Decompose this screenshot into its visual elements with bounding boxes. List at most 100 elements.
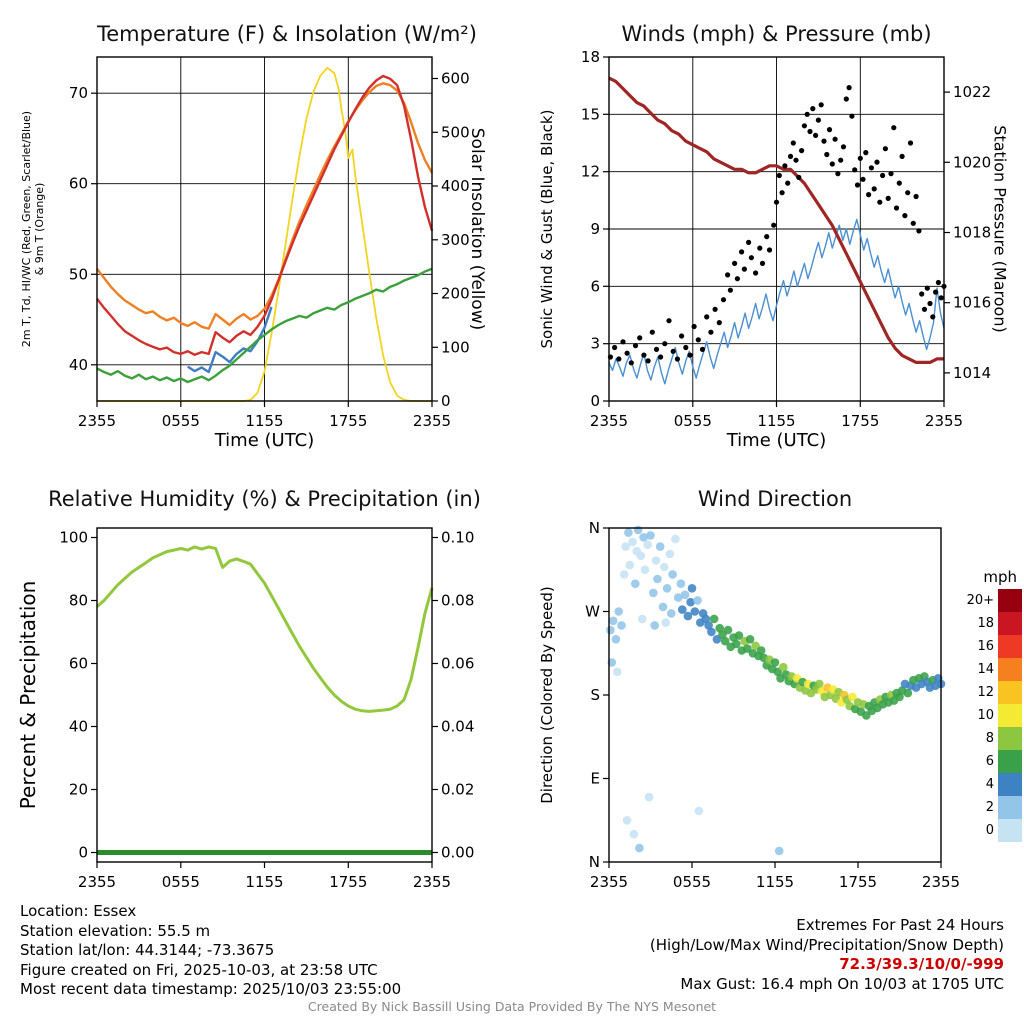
- legend-swatch: [998, 681, 1022, 704]
- legend-label: 12: [977, 685, 994, 700]
- svg-text:1755: 1755: [841, 412, 879, 430]
- svg-text:0.02: 0.02: [441, 781, 474, 799]
- svg-text:40: 40: [69, 718, 88, 736]
- svg-text:50: 50: [69, 265, 88, 283]
- legend-row: 10: [958, 704, 1022, 727]
- svg-text:S: S: [590, 686, 600, 704]
- max-gust-line: Max Gust: 16.4 mph On 10/03 at 1705 UTC: [680, 974, 1004, 993]
- svg-text:0.06: 0.06: [441, 655, 474, 673]
- legend-swatch: [998, 704, 1022, 727]
- elevation-line: Station elevation: 55.5 m: [20, 921, 211, 940]
- svg-text:1755: 1755: [839, 873, 877, 891]
- svg-text:20: 20: [69, 781, 88, 799]
- svg-text:2355: 2355: [590, 873, 628, 891]
- svg-text:2355: 2355: [413, 873, 451, 891]
- legend-label: 0: [985, 823, 994, 838]
- legend-swatch: [998, 658, 1022, 681]
- legend-row: 0: [958, 819, 1022, 842]
- svg-text:0555: 0555: [162, 412, 200, 430]
- svg-text:N: N: [589, 519, 600, 537]
- svg-text:1022: 1022: [953, 83, 991, 101]
- legend-row: 20+: [958, 589, 1022, 612]
- legend-row: 6: [958, 750, 1022, 773]
- svg-text:1018: 1018: [953, 224, 991, 242]
- wind-yaxis-left-label: Sonic Wind & Gust (Blue, Black): [538, 109, 556, 349]
- temp-yaxis-right-label: Solar Insolation (Yellow): [467, 127, 487, 331]
- temp-chart-title: Temperature (F) & Insolation (W/m²): [97, 22, 477, 46]
- svg-text:15: 15: [581, 105, 600, 123]
- svg-text:0.00: 0.00: [441, 844, 474, 862]
- legend-row: 2: [958, 796, 1022, 819]
- dir-yaxis-left-label: Direction (Colored By Speed): [538, 586, 556, 804]
- legend-swatch: [998, 796, 1022, 819]
- svg-text:12: 12: [581, 163, 600, 181]
- svg-text:0: 0: [78, 844, 88, 862]
- dir-chart-title: Wind Direction: [697, 487, 853, 511]
- svg-text:1155: 1155: [756, 873, 794, 891]
- svg-text:0.08: 0.08: [441, 592, 474, 610]
- location-line: Location: Essex: [20, 902, 137, 920]
- legend-label: 14: [977, 662, 994, 677]
- legend-label: 10: [977, 708, 994, 723]
- svg-text:2355: 2355: [590, 412, 628, 430]
- legend-row: 8: [958, 727, 1022, 750]
- rh-chart-title: Relative Humidity (%) & Precipitation (i…: [48, 487, 481, 511]
- data-timestamp-line: Most recent data timestamp: 2025/10/03 2…: [20, 980, 402, 998]
- svg-text:70: 70: [69, 84, 88, 102]
- svg-text:6: 6: [590, 277, 600, 295]
- svg-text:1155: 1155: [245, 412, 283, 430]
- legend-swatch: [998, 773, 1022, 796]
- legend-row: 18: [958, 612, 1022, 635]
- svg-text:600: 600: [441, 70, 470, 88]
- svg-text:2355: 2355: [78, 873, 116, 891]
- svg-text:1014: 1014: [953, 364, 991, 382]
- svg-text:500: 500: [441, 123, 470, 141]
- speed-legend: mph 20+ 18 16 14 12 10 8 6 4 2 0: [958, 568, 1022, 842]
- legend-label: 8: [985, 731, 994, 746]
- svg-text:0555: 0555: [674, 412, 712, 430]
- svg-text:0: 0: [441, 392, 451, 410]
- legend-label: 2: [985, 800, 994, 815]
- temp-yaxis-left-label: 2m T, Td, HI/WC (Red, Green, Scarlet/Blu…: [20, 110, 46, 348]
- legend-row: 16: [958, 635, 1022, 658]
- legend-swatch: [998, 589, 1022, 612]
- extremes-block: Extremes For Past 24 Hours (High/Low/Max…: [650, 916, 1004, 994]
- legend-row: 4: [958, 773, 1022, 796]
- wind-xaxis-label: Time (UTC): [726, 430, 827, 451]
- legend-label: 20+: [966, 593, 994, 608]
- station-info-block: Location: Essex Station elevation: 55.5 …: [20, 902, 401, 1000]
- svg-text:300: 300: [441, 231, 470, 249]
- legend-label: 4: [985, 777, 994, 792]
- legend-label: 16: [977, 639, 994, 654]
- speed-legend-rows: 20+ 18 16 14 12 10 8 6 4 2 0: [958, 589, 1022, 842]
- svg-text:0.10: 0.10: [441, 529, 474, 547]
- svg-text:40: 40: [69, 356, 88, 374]
- svg-text:3: 3: [590, 335, 600, 353]
- svg-text:W: W: [585, 603, 600, 621]
- legend-row: 12: [958, 681, 1022, 704]
- svg-text:1755: 1755: [329, 873, 367, 891]
- svg-text:1755: 1755: [329, 412, 367, 430]
- svg-text:1155: 1155: [757, 412, 795, 430]
- svg-text:0: 0: [590, 392, 600, 410]
- svg-text:2355: 2355: [925, 412, 963, 430]
- credit-line: Created By Nick Bassill Using Data Provi…: [307, 999, 717, 1014]
- wind-chart-title: Winds (mph) & Pressure (mb): [621, 22, 932, 46]
- legend-swatch: [998, 635, 1022, 658]
- svg-text:1155: 1155: [245, 873, 283, 891]
- wind-yaxis-right-label: Station Pressure (Maroon): [990, 125, 1010, 333]
- svg-text:1020: 1020: [953, 153, 991, 171]
- legend-title: mph: [983, 568, 1017, 586]
- svg-text:400: 400: [441, 177, 470, 195]
- legend-label: 6: [985, 754, 994, 769]
- extremes-values: 72.3/39.3/10/0/-999: [839, 955, 1004, 973]
- legend-swatch: [998, 727, 1022, 750]
- svg-text:2355: 2355: [78, 412, 116, 430]
- svg-text:0.04: 0.04: [441, 718, 474, 736]
- svg-text:100: 100: [59, 529, 88, 547]
- svg-text:2355: 2355: [413, 412, 451, 430]
- latlon-line: Station lat/lon: 44.3144; -73.3675: [20, 941, 275, 959]
- svg-text:60: 60: [69, 175, 88, 193]
- legend-swatch: [998, 612, 1022, 635]
